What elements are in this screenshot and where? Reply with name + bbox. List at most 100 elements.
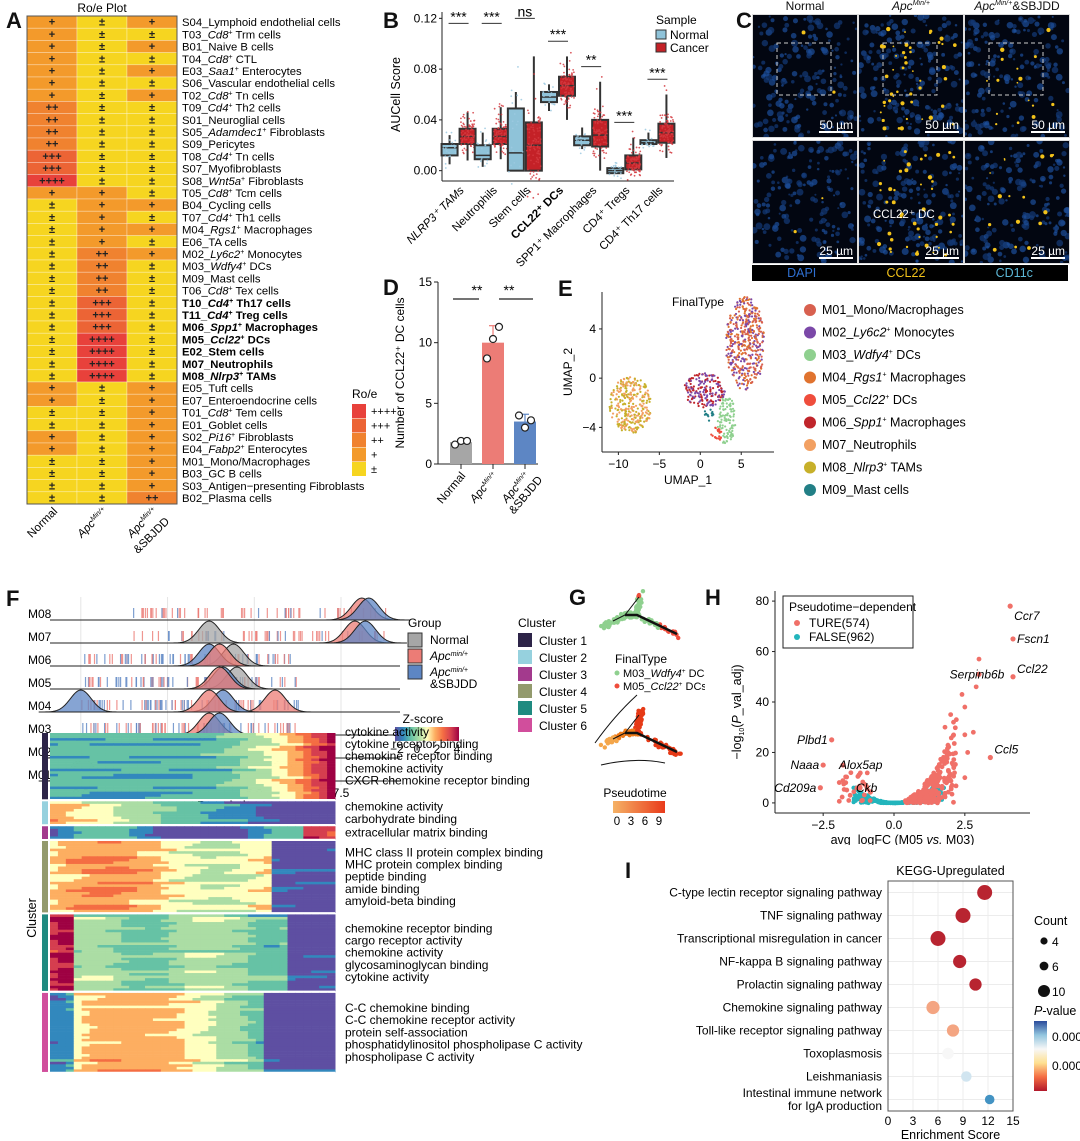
ccl22-signal bbox=[887, 231, 892, 236]
panel-label-h: H bbox=[705, 585, 721, 610]
nucleus-spot bbox=[1022, 152, 1026, 156]
heatmap-cell bbox=[295, 781, 304, 785]
heatmap-cell bbox=[295, 761, 304, 764]
data-point bbox=[453, 144, 455, 147]
umap-cell bbox=[746, 382, 749, 385]
ccl22-signal bbox=[934, 222, 939, 227]
heatmap-cell-value: ± bbox=[49, 493, 55, 505]
data-point bbox=[629, 174, 632, 176]
legend-swatch bbox=[518, 701, 532, 715]
data-point bbox=[536, 127, 539, 130]
heatmap-cell bbox=[200, 776, 209, 780]
heatmap-cell bbox=[327, 786, 336, 790]
heatmap-cell bbox=[287, 740, 296, 744]
umap-cell bbox=[738, 299, 742, 302]
scale-bar: 50 µm bbox=[819, 118, 853, 133]
heatmap-cell bbox=[176, 773, 186, 777]
heatmap-cell bbox=[232, 755, 241, 759]
nucleus-spot bbox=[833, 22, 841, 30]
heatmap-cell-value: + bbox=[49, 90, 55, 102]
heatmap-cell-value: + bbox=[99, 236, 105, 248]
umap-cell bbox=[611, 394, 615, 397]
heatmap-cell bbox=[65, 761, 75, 764]
heatmap-cell bbox=[216, 794, 225, 798]
data-point bbox=[669, 135, 672, 138]
umap-cell bbox=[634, 431, 637, 434]
nucleus-spot bbox=[1059, 183, 1064, 188]
heatmap-cell bbox=[271, 789, 281, 792]
heatmap-cell bbox=[232, 761, 241, 764]
nucleus-spot bbox=[921, 224, 928, 231]
heatmap-cell bbox=[50, 740, 59, 744]
nucleus-spot bbox=[800, 44, 804, 47]
ccl22-signal bbox=[884, 74, 889, 79]
nucleus-spot bbox=[836, 42, 841, 46]
umap-cell bbox=[741, 335, 744, 338]
ccl22-signal bbox=[1000, 57, 1004, 61]
legend-label: M04_Rgs1+ Macrophages bbox=[822, 371, 966, 385]
y-tick-label: 5 bbox=[425, 396, 432, 410]
umap-cell bbox=[752, 343, 756, 346]
heatmap-cell-value: ++++ bbox=[89, 371, 115, 383]
heatmap-cell bbox=[50, 750, 59, 754]
data-point bbox=[444, 147, 447, 149]
nucleus-spot bbox=[965, 152, 972, 160]
nucleus-spot bbox=[1030, 199, 1036, 206]
data-point bbox=[461, 138, 464, 141]
nucleus-spot bbox=[960, 260, 963, 263]
ccl22-signal bbox=[949, 230, 953, 234]
umap-cell bbox=[615, 413, 619, 416]
heatmap-cell bbox=[287, 758, 296, 762]
heatmap-cell bbox=[208, 755, 217, 759]
umap-cell bbox=[617, 395, 620, 398]
heatmap-cell bbox=[73, 753, 83, 757]
data-point bbox=[671, 143, 674, 146]
heatmap-cell bbox=[287, 771, 296, 775]
nucleus-spot bbox=[1031, 179, 1036, 184]
heatmap-cell bbox=[295, 776, 304, 780]
heatmap-cell bbox=[311, 758, 320, 762]
nucleus-spot bbox=[1009, 100, 1017, 108]
heatmap-cell bbox=[208, 781, 217, 785]
heatmap-cell bbox=[168, 789, 178, 792]
nucleus-spot bbox=[1037, 15, 1041, 19]
umap-cell bbox=[747, 329, 751, 333]
heatmap-cell bbox=[287, 748, 296, 752]
nucleus-spot bbox=[1026, 144, 1030, 147]
nucleus-spot bbox=[947, 141, 952, 144]
umap-cell bbox=[738, 343, 741, 346]
umap-cell bbox=[623, 396, 627, 400]
cell-type-label: E01_Goblet cells bbox=[182, 420, 268, 432]
umap-cell bbox=[733, 341, 737, 344]
data-point bbox=[493, 107, 496, 110]
ccl22-signal bbox=[1016, 67, 1019, 70]
nucleus-spot bbox=[968, 42, 975, 49]
umap-cell bbox=[632, 405, 635, 409]
data-point bbox=[613, 174, 616, 177]
nucleus-spot bbox=[784, 22, 790, 28]
heatmap-cell-value: ++++ bbox=[39, 175, 65, 187]
heatmap-cell bbox=[168, 761, 178, 764]
umap-cell bbox=[757, 355, 760, 358]
nucleus-spot bbox=[998, 166, 1003, 170]
umap-cell bbox=[732, 413, 736, 416]
nucleus-spot bbox=[927, 59, 932, 63]
ccl22-signal bbox=[940, 104, 945, 108]
legend-dot bbox=[804, 461, 816, 474]
heatmap-cell bbox=[137, 768, 146, 772]
heatmap-cell bbox=[145, 750, 154, 754]
nucleus-spot bbox=[793, 141, 797, 145]
data-point bbox=[564, 101, 567, 103]
umap-cell bbox=[759, 353, 762, 356]
umap-cell bbox=[725, 354, 728, 357]
nucleus-spot bbox=[1015, 163, 1020, 168]
umap-cell bbox=[736, 338, 740, 341]
ccl22-signal bbox=[932, 251, 935, 254]
nucleus-spot bbox=[985, 184, 991, 190]
cell-type-label: T06_Cd8+ Tex cells bbox=[182, 286, 279, 298]
nucleus-spot bbox=[839, 109, 847, 117]
nucleus-spot bbox=[915, 212, 923, 219]
nucleus-spot bbox=[1051, 122, 1058, 129]
heatmap-cell bbox=[152, 773, 162, 777]
heatmap-cell bbox=[216, 791, 225, 795]
